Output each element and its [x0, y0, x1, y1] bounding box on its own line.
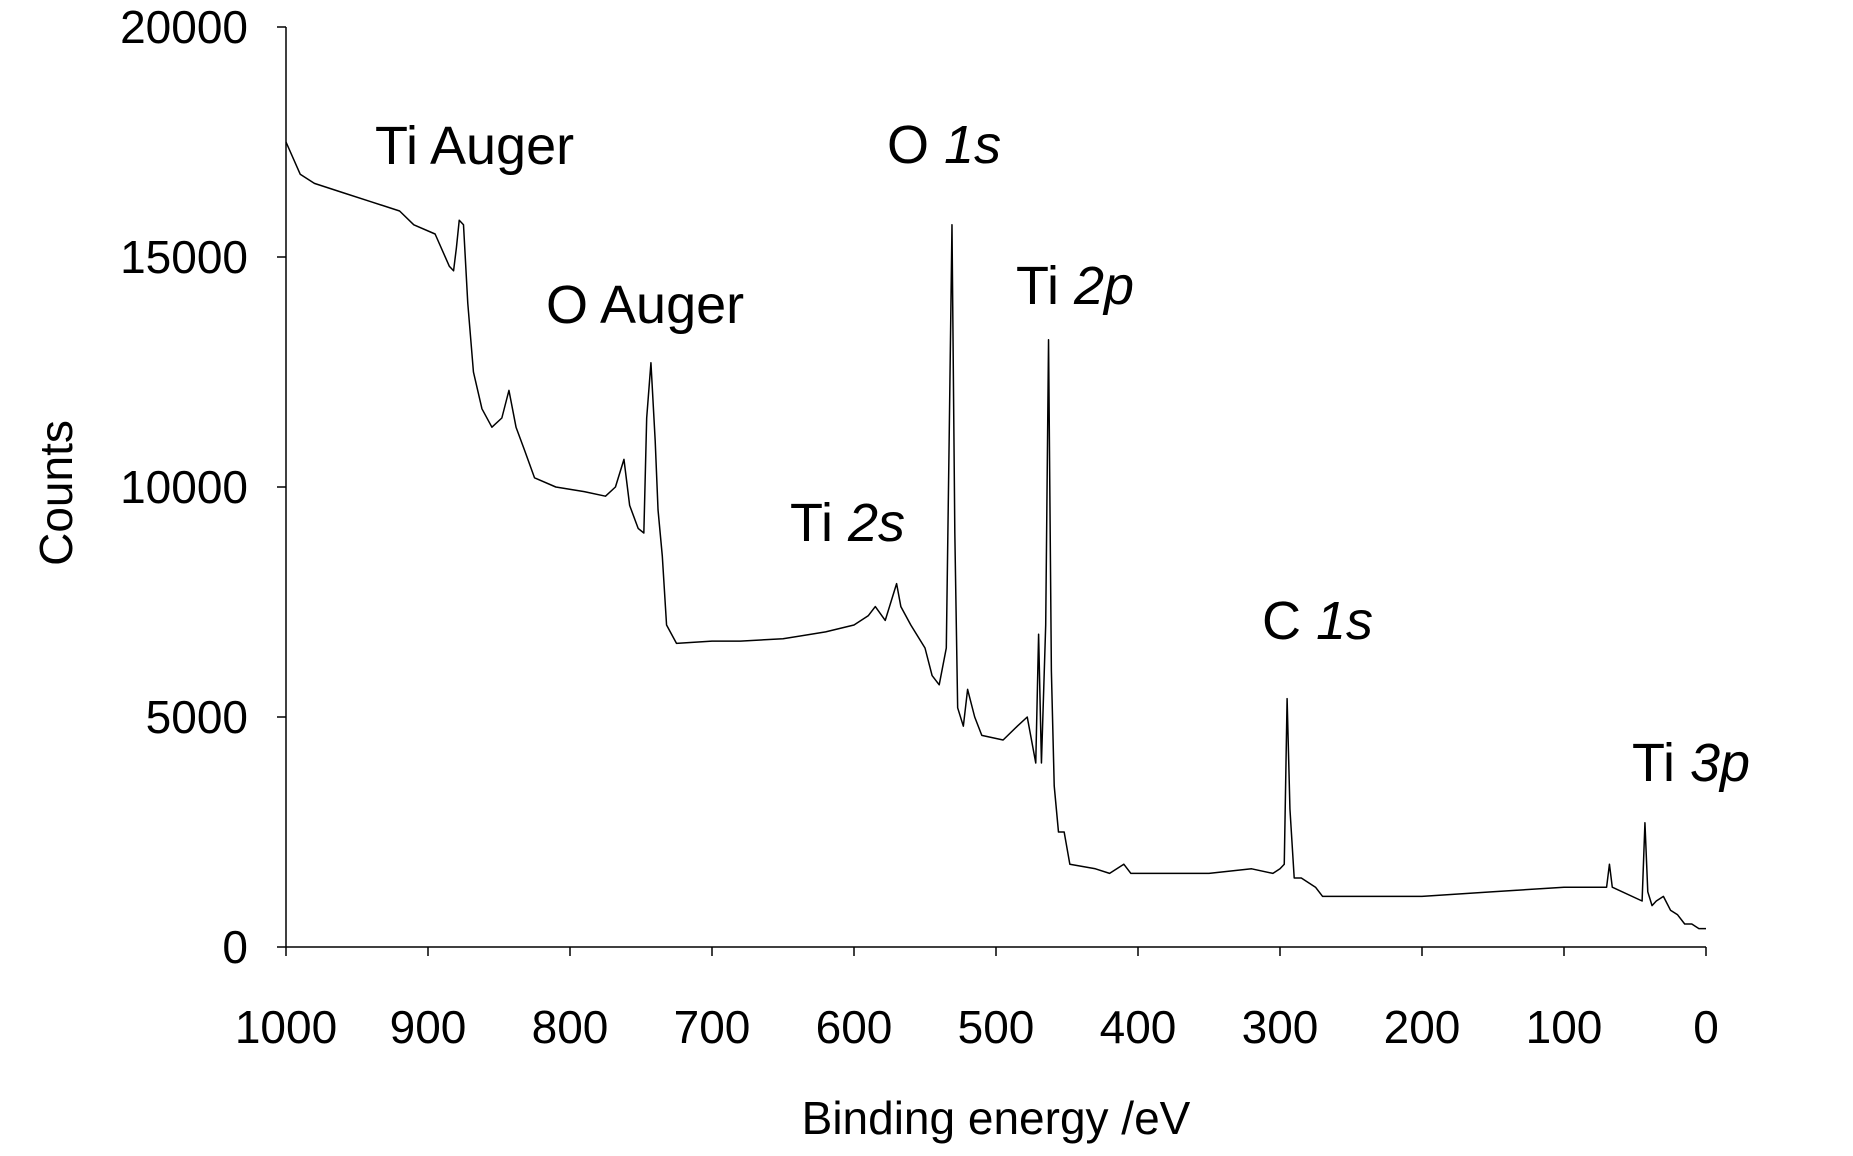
x-axis-label: Binding energy /eV: [802, 1092, 1191, 1144]
x-tick-label: 300: [1242, 1001, 1319, 1053]
y-tick-label: 10000: [120, 461, 248, 513]
annotation: Ti 3p: [1632, 733, 1750, 793]
y-axis-label: Counts: [30, 420, 82, 566]
annotation-label: Ti Auger: [375, 116, 574, 176]
spectrum-line: [285, 141, 1706, 930]
annotation-label: O Auger: [546, 275, 744, 335]
x-tick-label: 800: [532, 1001, 609, 1053]
annotation: Ti Auger: [375, 116, 574, 176]
annotation-label: Ti: [1016, 256, 1059, 316]
annotation-label: Ti: [1632, 733, 1675, 793]
annotation-orbital: 2s: [847, 493, 905, 553]
y-tick-label: 0: [222, 921, 248, 973]
annotation-label: Ti: [790, 493, 833, 553]
annotation-label: C: [1262, 591, 1301, 651]
x-tick-label: 600: [816, 1001, 893, 1053]
x-tick-label: 500: [958, 1001, 1035, 1053]
y-tick-label: 20000: [120, 1, 248, 53]
annotation-orbital: 1s: [1316, 591, 1373, 651]
x-tick-label: 900: [390, 1001, 467, 1053]
y-tick-label: 15000: [120, 231, 248, 283]
annotation: C 1s: [1262, 591, 1373, 651]
annotation-orbital: 3p: [1690, 733, 1750, 793]
x-tick-label: 700: [674, 1001, 751, 1053]
x-tick-label: 200: [1384, 1001, 1461, 1053]
annotation-orbital: 2p: [1073, 256, 1134, 316]
annotation: Ti 2p: [1016, 256, 1134, 316]
annotation: O 1s: [887, 115, 1001, 175]
x-tick-label: 100: [1526, 1001, 1603, 1053]
y-tick-label: 5000: [146, 691, 248, 743]
annotation-orbital: 1s: [944, 115, 1001, 175]
annotation: O Auger: [546, 275, 744, 335]
x-tick-label: 0: [1693, 1001, 1719, 1053]
x-tick-label: 400: [1100, 1001, 1177, 1053]
annotation-label: O: [887, 115, 929, 175]
annotation: Ti 2s: [790, 493, 905, 553]
x-tick-label: 1000: [235, 1001, 337, 1053]
